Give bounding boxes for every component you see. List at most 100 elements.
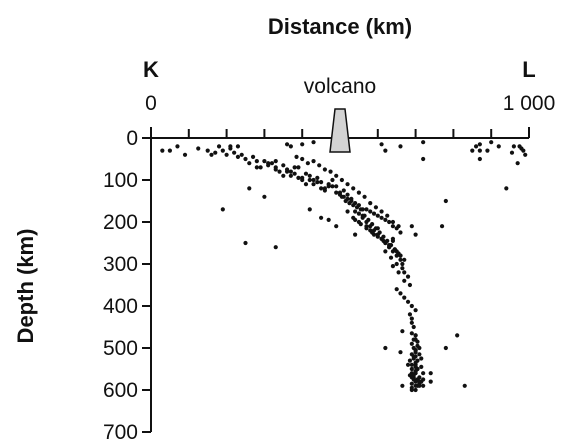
data-point (409, 381, 414, 386)
data-point (330, 177, 335, 183)
data-point (409, 352, 414, 357)
data-point (353, 201, 358, 206)
data-point (400, 329, 405, 334)
data-point (398, 253, 403, 258)
data-point (288, 169, 293, 174)
y-tick-label: 400 (103, 295, 138, 318)
data-point (366, 217, 371, 222)
data-point (392, 247, 397, 252)
y-tick-label: 100 (103, 169, 138, 192)
data-point (421, 156, 426, 162)
data-point (400, 266, 405, 271)
volcano-marker (329, 108, 351, 153)
data-point (353, 232, 358, 237)
data-point (311, 177, 316, 183)
y-tick-label: 300 (103, 253, 138, 276)
data-point (413, 387, 418, 393)
volcano-icon (329, 108, 351, 153)
data-point (205, 148, 210, 153)
data-point (349, 198, 354, 204)
data-point (368, 209, 373, 214)
data-point (370, 230, 375, 235)
data-point (415, 343, 420, 348)
data-point (341, 188, 346, 193)
data-point (413, 360, 418, 365)
data-point (370, 222, 375, 227)
data-point (521, 148, 526, 153)
data-point (470, 148, 475, 153)
data-point (407, 358, 413, 363)
data-point (375, 213, 380, 218)
data-point (254, 159, 259, 164)
data-point (319, 215, 324, 220)
data-point (443, 345, 448, 351)
data-point (411, 324, 416, 330)
data-point (300, 142, 305, 147)
data-point (379, 142, 384, 147)
data-point (409, 331, 414, 336)
data-point (398, 257, 403, 262)
data-point (405, 362, 411, 367)
data-point (356, 190, 361, 195)
data-point (375, 232, 380, 237)
data-point (360, 207, 365, 212)
data-point (250, 154, 256, 159)
data-point (307, 207, 312, 212)
data-point (341, 194, 346, 199)
data-point (303, 182, 309, 187)
data-point (462, 383, 467, 388)
data-point (496, 144, 501, 149)
data-point (334, 190, 339, 195)
y-tick-label: 200 (103, 211, 138, 234)
data-point (269, 161, 275, 166)
data-point (307, 173, 312, 178)
data-point (402, 270, 407, 275)
data-point (387, 243, 392, 248)
data-point (417, 383, 422, 388)
data-point (396, 270, 401, 275)
data-point (419, 364, 424, 369)
data-point (220, 207, 225, 212)
y-tick-label: 500 (103, 337, 138, 360)
y-axis-label: Depth (km) (13, 229, 38, 344)
data-point (394, 287, 399, 292)
data-point (407, 282, 413, 288)
data-point (281, 173, 286, 178)
data-point (364, 207, 369, 212)
data-point (328, 169, 333, 174)
data-point (262, 194, 267, 199)
data-point (477, 142, 482, 147)
data-point (511, 144, 516, 149)
y-tick-label: 700 (103, 421, 138, 443)
data-point (405, 274, 411, 279)
data-point (390, 219, 396, 225)
data-point (213, 150, 218, 155)
data-point (402, 257, 407, 262)
data-point (383, 249, 388, 254)
data-point (400, 261, 405, 267)
x-tick-label-end: 1 000 (503, 92, 556, 115)
data-point (373, 205, 379, 210)
data-point (409, 366, 414, 372)
data-point (405, 299, 411, 304)
data-point (387, 219, 392, 225)
data-point (413, 348, 418, 353)
data-point (411, 356, 416, 361)
data-point (421, 383, 426, 388)
data-point (360, 213, 365, 218)
data-point (375, 226, 380, 231)
data-point (411, 377, 416, 382)
y-tick-label: 0 (126, 127, 138, 150)
data-point (443, 198, 448, 204)
data-point (175, 144, 180, 149)
data-point (381, 238, 386, 243)
data-point (334, 184, 339, 189)
data-point (371, 211, 377, 216)
data-point (262, 159, 267, 164)
data-point (300, 177, 305, 183)
data-point (390, 264, 396, 269)
data-point (421, 371, 426, 376)
data-point (509, 150, 515, 155)
data-point (351, 186, 356, 191)
